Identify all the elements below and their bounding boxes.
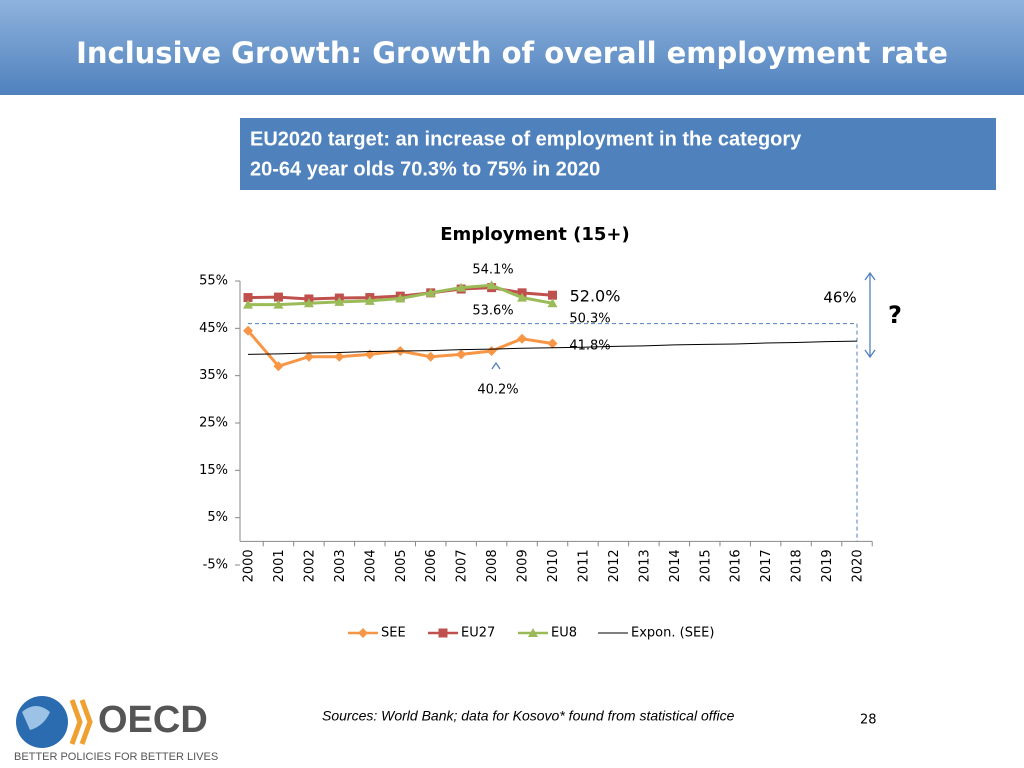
point (358, 628, 368, 638)
y-tick-label: 25% (199, 416, 228, 431)
x-tick-label: 2002 (302, 549, 317, 582)
x-tick-label: 2013 (637, 549, 652, 582)
legend-label: Expon. (SEE) (631, 626, 714, 641)
annotation: ? (888, 301, 902, 329)
legend-label: EU27 (461, 626, 495, 641)
annotation: 41.8% (569, 339, 610, 354)
point (486, 346, 497, 357)
point (547, 298, 558, 308)
annotation: 50.3% (569, 312, 610, 327)
point (364, 349, 375, 360)
x-tick-label: 2018 (790, 549, 805, 582)
x-tick-label: 2016 (729, 549, 744, 582)
caret-arrow (491, 361, 501, 370)
series (243, 280, 558, 309)
sources: Sources: World Bank; data for Kosovo* fo… (322, 708, 735, 724)
point (425, 351, 436, 362)
x-tick-label: 2017 (759, 549, 774, 582)
y-tick-label: 45% (199, 321, 228, 336)
x-tick-label: 2012 (607, 549, 622, 582)
point (486, 280, 497, 290)
x-tick-label: 2001 (272, 549, 287, 582)
y-tick-label: 5% (207, 510, 228, 525)
x-tick-label: 2005 (394, 549, 409, 582)
x-tick-label: 2020 (851, 549, 866, 582)
x-tick-label: 2015 (698, 549, 713, 582)
point (334, 296, 345, 306)
page-number: 28 (860, 713, 877, 728)
y-tick-label: 35% (199, 368, 228, 383)
annotation: 54.1% (472, 263, 513, 278)
x-tick-label: 2006 (424, 549, 439, 582)
series-line (247, 340, 858, 355)
point (364, 295, 375, 305)
point (303, 298, 314, 308)
point (243, 299, 253, 309)
box-text: EU2020 target: an increase of employment… (250, 128, 802, 150)
point (395, 293, 406, 303)
x-tick-label: 2008 (485, 549, 500, 582)
x-tick-label: 2003 (333, 549, 348, 582)
point (334, 351, 345, 362)
y-tick-label: 15% (199, 463, 228, 478)
box-text: 20-64 year olds 70.3% to 75% in 2020 (250, 158, 600, 180)
logo-text: OECD (98, 699, 208, 741)
slide-title: Inclusive Growth: Growth of overall empl… (76, 36, 948, 70)
x-tick-label: 2011 (576, 549, 591, 582)
x-tick-label: 2014 (668, 549, 683, 582)
point (456, 282, 467, 292)
point (456, 349, 467, 360)
point (243, 293, 253, 303)
legend-label: EU8 (551, 626, 577, 641)
y-tick-label: -5% (203, 558, 228, 573)
x-tick-label: 2004 (363, 549, 378, 582)
point (528, 628, 538, 637)
x-tick-label: 2010 (546, 549, 561, 582)
tagline: BETTER POLICIES FOR BETTER LIVES (14, 751, 218, 763)
annotation: 53.6% (472, 304, 513, 319)
x-tick-label: 2009 (516, 549, 531, 582)
annotation: 40.2% (477, 383, 518, 398)
target-label: 46% (823, 289, 856, 307)
point (425, 287, 436, 297)
chart-title: Employment (15+) (440, 224, 629, 245)
point (273, 299, 284, 309)
legend-label: SEE (381, 626, 406, 641)
x-tick-label: 2000 (242, 549, 257, 582)
point (243, 325, 253, 336)
y-tick-label: 55% (199, 274, 228, 289)
point (273, 361, 284, 372)
x-tick-label: 2019 (820, 549, 835, 582)
target-box (240, 118, 996, 190)
point (517, 333, 528, 344)
point (438, 628, 448, 638)
range-arrow (864, 271, 876, 359)
series (247, 340, 858, 355)
point (517, 292, 528, 302)
x-tick-label: 2007 (455, 549, 470, 582)
oecd-logo: OECD BETTER POLICIES FOR BETTER LIVES (14, 696, 218, 763)
title-bar (0, 0, 1024, 95)
point (548, 290, 557, 300)
point (547, 338, 558, 349)
annotation: 52.0% (570, 287, 621, 306)
point (303, 351, 314, 362)
point (273, 292, 283, 302)
